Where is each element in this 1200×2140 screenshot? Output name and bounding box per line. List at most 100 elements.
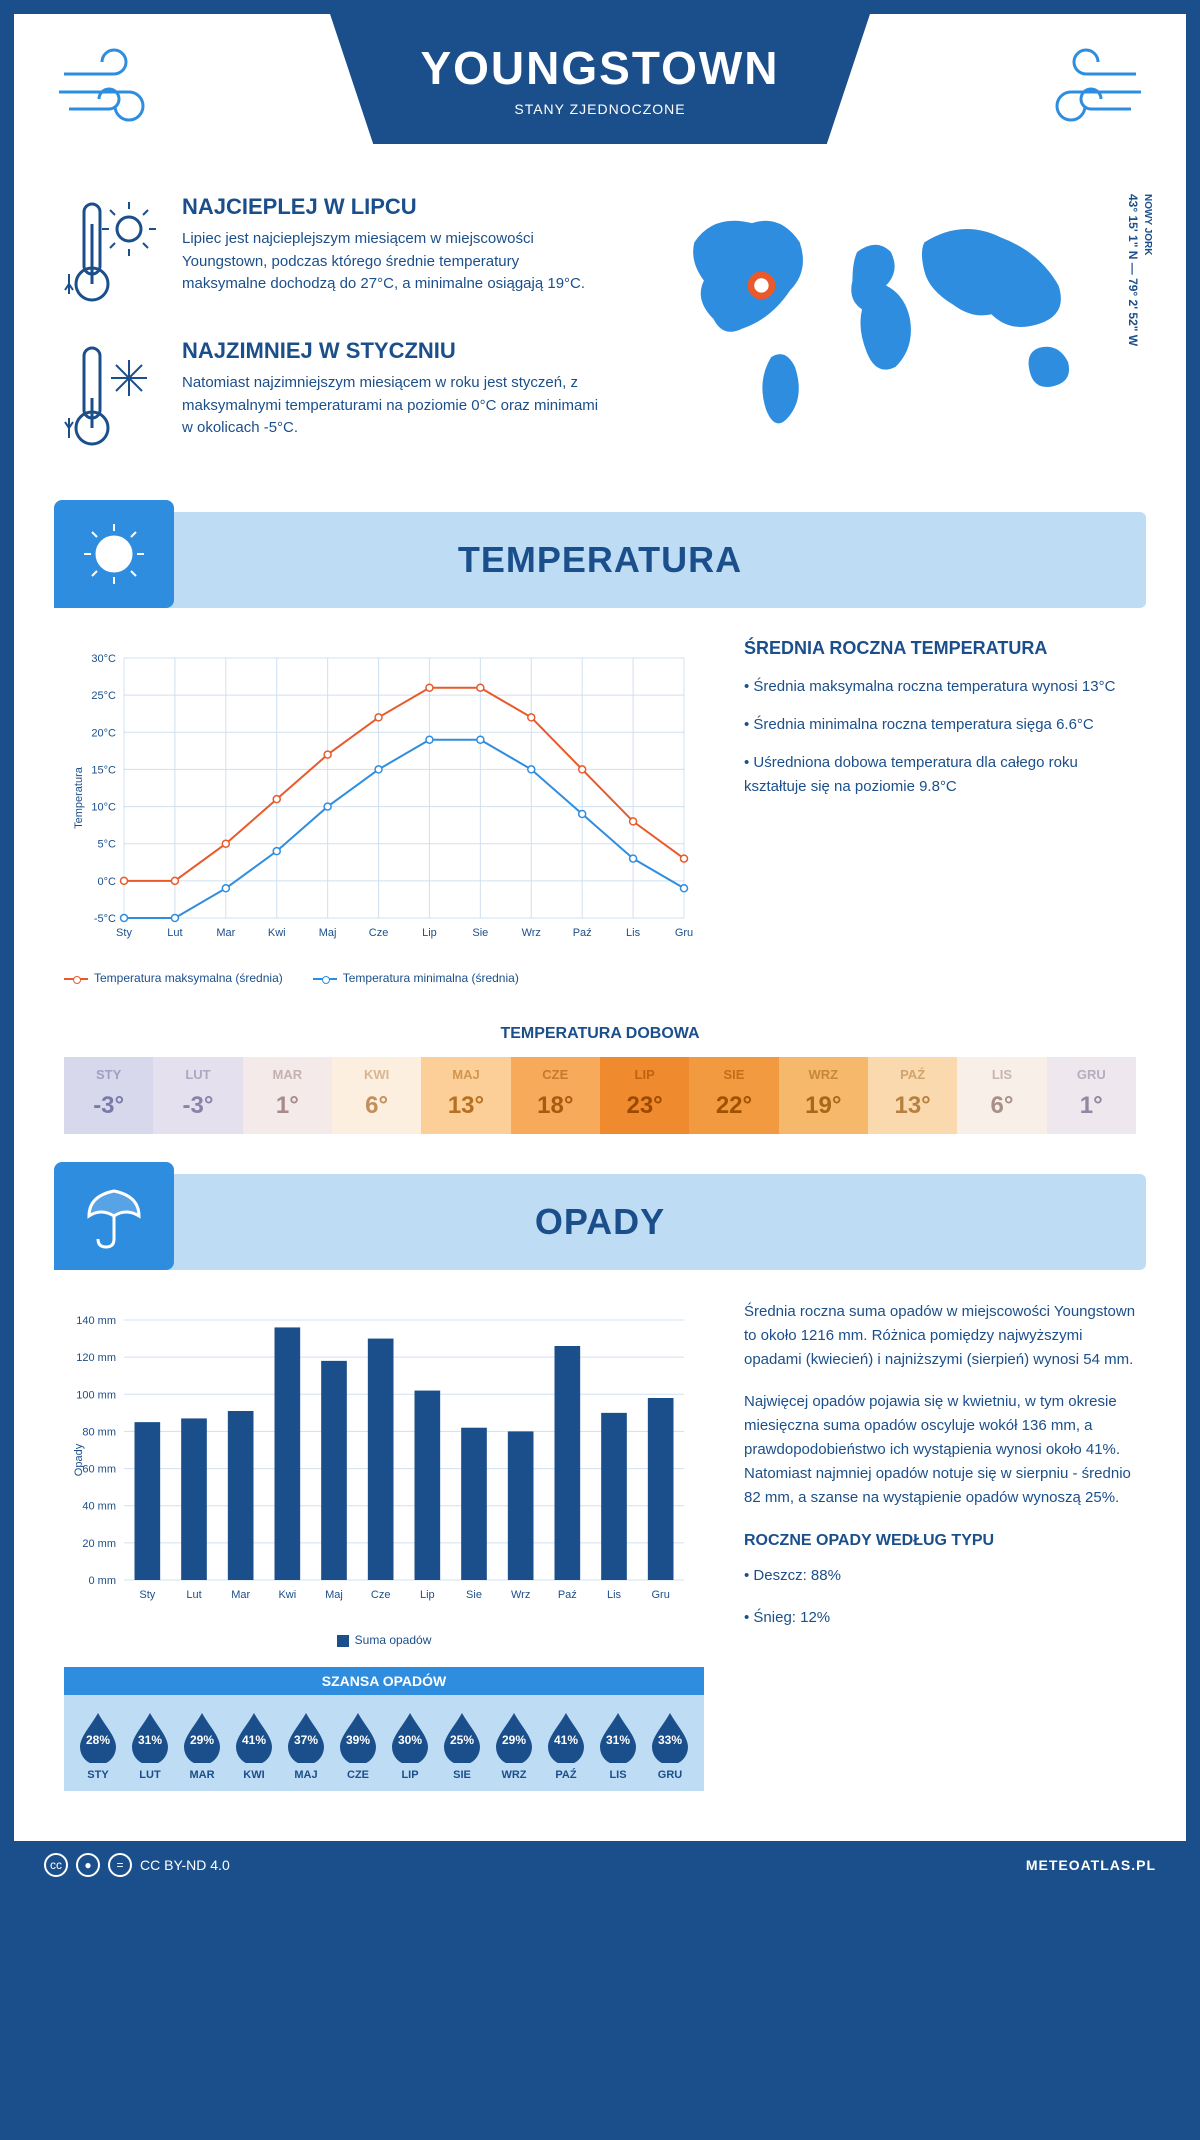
svg-text:Lis: Lis xyxy=(607,1589,622,1601)
temp-bullet: • Uśredniona dobowa temperatura dla całe… xyxy=(744,751,1136,799)
temperature-legend: Temperatura maksymalna (średnia) Tempera… xyxy=(64,971,704,985)
coldest-text: Natomiast najzimniejszym miesiącem w rok… xyxy=(182,372,602,440)
daily-temp-cell: CZE18° xyxy=(511,1057,600,1134)
temperature-title: TEMPERATURA xyxy=(458,539,742,581)
daily-temp-cell: LIS6° xyxy=(957,1057,1046,1134)
chance-cell: 41%PAŹ xyxy=(540,1709,592,1781)
precip-section-header: OPADY xyxy=(54,1174,1146,1270)
chance-cell: 31%LIS xyxy=(592,1709,644,1781)
precip-type-title: ROCZNE OPADY WEDŁUG TYPU xyxy=(744,1528,1136,1554)
daily-temp-cell: STY-3° xyxy=(64,1057,153,1134)
precip-body: 0 mm20 mm40 mm60 mm80 mm100 mm120 mm140 … xyxy=(14,1270,1186,1821)
wind-icon xyxy=(54,44,174,139)
wind-icon xyxy=(1026,44,1146,139)
daily-temperature-table: TEMPERATURA DOBOWA STY-3°LUT-3°MAR1°KWI6… xyxy=(14,1015,1186,1174)
svg-text:120 mm: 120 mm xyxy=(76,1352,116,1364)
precip-title: OPADY xyxy=(535,1201,665,1243)
precip-legend: Suma opadów xyxy=(64,1633,704,1647)
precip-para2: Najwięcej opadów pojawia się w kwietniu,… xyxy=(744,1390,1136,1510)
daily-temp-cell: PAŹ13° xyxy=(868,1057,957,1134)
footer: cc ● = CC BY-ND 4.0 METEOATLAS.PL xyxy=(14,1841,1186,1889)
chance-title: SZANSA OPADÓW xyxy=(64,1667,704,1695)
temp-bullet: • Średnia minimalna roczna temperatura s… xyxy=(744,713,1136,737)
svg-text:Lut: Lut xyxy=(167,927,182,939)
thermometer-hot-icon xyxy=(64,194,164,314)
climate-text-column: NAJCIEPLEJ W LIPCU Lipiec jest najcieple… xyxy=(64,194,626,482)
chance-cell: 33%GRU xyxy=(644,1709,696,1781)
warmest-text: Lipiec jest najcieplejszym miesiącem w m… xyxy=(182,228,602,296)
svg-text:20°C: 20°C xyxy=(91,727,116,739)
sun-icon xyxy=(54,500,174,608)
daily-temp-cell: MAR1° xyxy=(243,1057,332,1134)
warmest-block: NAJCIEPLEJ W LIPCU Lipiec jest najcieple… xyxy=(64,194,626,314)
svg-text:Sty: Sty xyxy=(116,927,132,939)
world-map: NOWY JORK 43° 15' 1" N — 79° 2' 52" W xyxy=(656,194,1136,482)
lon-label: 79° 2' 52" W xyxy=(1126,278,1140,346)
svg-text:Lip: Lip xyxy=(420,1589,435,1601)
coordinates: NOWY JORK 43° 15' 1" N — 79° 2' 52" W xyxy=(1126,194,1154,346)
svg-text:Sty: Sty xyxy=(139,1589,155,1601)
chance-cell: 39%CZE xyxy=(332,1709,384,1781)
svg-text:Cze: Cze xyxy=(371,1589,391,1601)
svg-text:20 mm: 20 mm xyxy=(82,1538,116,1550)
temp-bullet: • Średnia maksymalna roczna temperatura … xyxy=(744,675,1136,699)
precip-chart: 0 mm20 mm40 mm60 mm80 mm100 mm120 mm140 … xyxy=(64,1300,704,1791)
svg-text:5°C: 5°C xyxy=(98,839,117,851)
svg-text:140 mm: 140 mm xyxy=(76,1315,116,1327)
precip-type-bullet: • Śnieg: 12% xyxy=(744,1606,1136,1630)
svg-text:40 mm: 40 mm xyxy=(82,1501,116,1513)
svg-text:Wrz: Wrz xyxy=(511,1589,530,1601)
svg-text:Temperatura: Temperatura xyxy=(73,766,85,829)
precip-legend-label: Suma opadów xyxy=(355,1633,432,1647)
license-text: CC BY-ND 4.0 xyxy=(140,1857,230,1873)
coldest-block: NAJZIMNIEJ W STYCZNIU Natomiast najzimni… xyxy=(64,338,626,458)
daily-temp-cell: LIP23° xyxy=(600,1057,689,1134)
chance-cell: 37%MAJ xyxy=(280,1709,332,1781)
svg-text:Gru: Gru xyxy=(651,1589,669,1601)
svg-text:Sie: Sie xyxy=(472,927,488,939)
svg-text:-5°C: -5°C xyxy=(94,913,116,925)
svg-text:100 mm: 100 mm xyxy=(76,1389,116,1401)
infographic-page: YOUNGSTOWN STANY ZJEDNOCZONE NAJCIEPLEJ … xyxy=(14,14,1186,1889)
svg-text:Lis: Lis xyxy=(626,927,641,939)
svg-text:Wrz: Wrz xyxy=(522,927,541,939)
svg-text:30°C: 30°C xyxy=(91,653,116,665)
chance-cell: 29%WRZ xyxy=(488,1709,540,1781)
legend-max: Temperatura maksymalna (średnia) xyxy=(94,971,283,985)
climate-summary-row: NAJCIEPLEJ W LIPCU Lipiec jest najcieple… xyxy=(14,174,1186,512)
by-icon: ● xyxy=(76,1853,100,1877)
svg-text:Maj: Maj xyxy=(325,1589,343,1601)
svg-text:Kwi: Kwi xyxy=(268,927,286,939)
temperature-chart: -5°C0°C5°C10°C15°C20°C25°C30°CStyLutMarK… xyxy=(64,638,704,985)
svg-text:Cze: Cze xyxy=(369,927,389,939)
daily-temp-title: TEMPERATURA DOBOWA xyxy=(64,1025,1136,1043)
daily-temp-cell: MAJ13° xyxy=(421,1057,510,1134)
svg-text:Mar: Mar xyxy=(231,1589,250,1601)
umbrella-icon xyxy=(54,1162,174,1270)
chance-cell: 25%SIE xyxy=(436,1709,488,1781)
lat-label: 43° 15' 1" N xyxy=(1126,194,1140,259)
daily-temp-cell: GRU1° xyxy=(1047,1057,1136,1134)
nd-icon: = xyxy=(108,1853,132,1877)
chance-cell: 28%STY xyxy=(72,1709,124,1781)
daily-temp-cell: SIE22° xyxy=(689,1057,778,1134)
svg-text:Kwi: Kwi xyxy=(278,1589,296,1601)
svg-text:0 mm: 0 mm xyxy=(89,1575,117,1587)
precip-side-text: Średnia roczna suma opadów w miejscowośc… xyxy=(744,1300,1136,1791)
state-label: NOWY JORK xyxy=(1142,194,1153,256)
daily-temp-cell: KWI6° xyxy=(332,1057,421,1134)
svg-text:Opady: Opady xyxy=(73,1443,85,1476)
avg-temp-title: ŚREDNIA ROCZNA TEMPERATURA xyxy=(744,638,1136,659)
chance-cell: 41%KWI xyxy=(228,1709,280,1781)
legend-min: Temperatura minimalna (średnia) xyxy=(343,971,519,985)
svg-text:Paź: Paź xyxy=(558,1589,577,1601)
svg-text:80 mm: 80 mm xyxy=(82,1426,116,1438)
svg-text:10°C: 10°C xyxy=(91,802,116,814)
svg-text:25°C: 25°C xyxy=(91,690,116,702)
svg-text:Sie: Sie xyxy=(466,1589,482,1601)
chance-cell: 29%MAR xyxy=(176,1709,228,1781)
svg-text:Gru: Gru xyxy=(675,927,693,939)
svg-text:Lip: Lip xyxy=(422,927,437,939)
header: YOUNGSTOWN STANY ZJEDNOCZONE xyxy=(14,14,1186,174)
country-name: STANY ZJEDNOCZONE xyxy=(420,101,779,117)
